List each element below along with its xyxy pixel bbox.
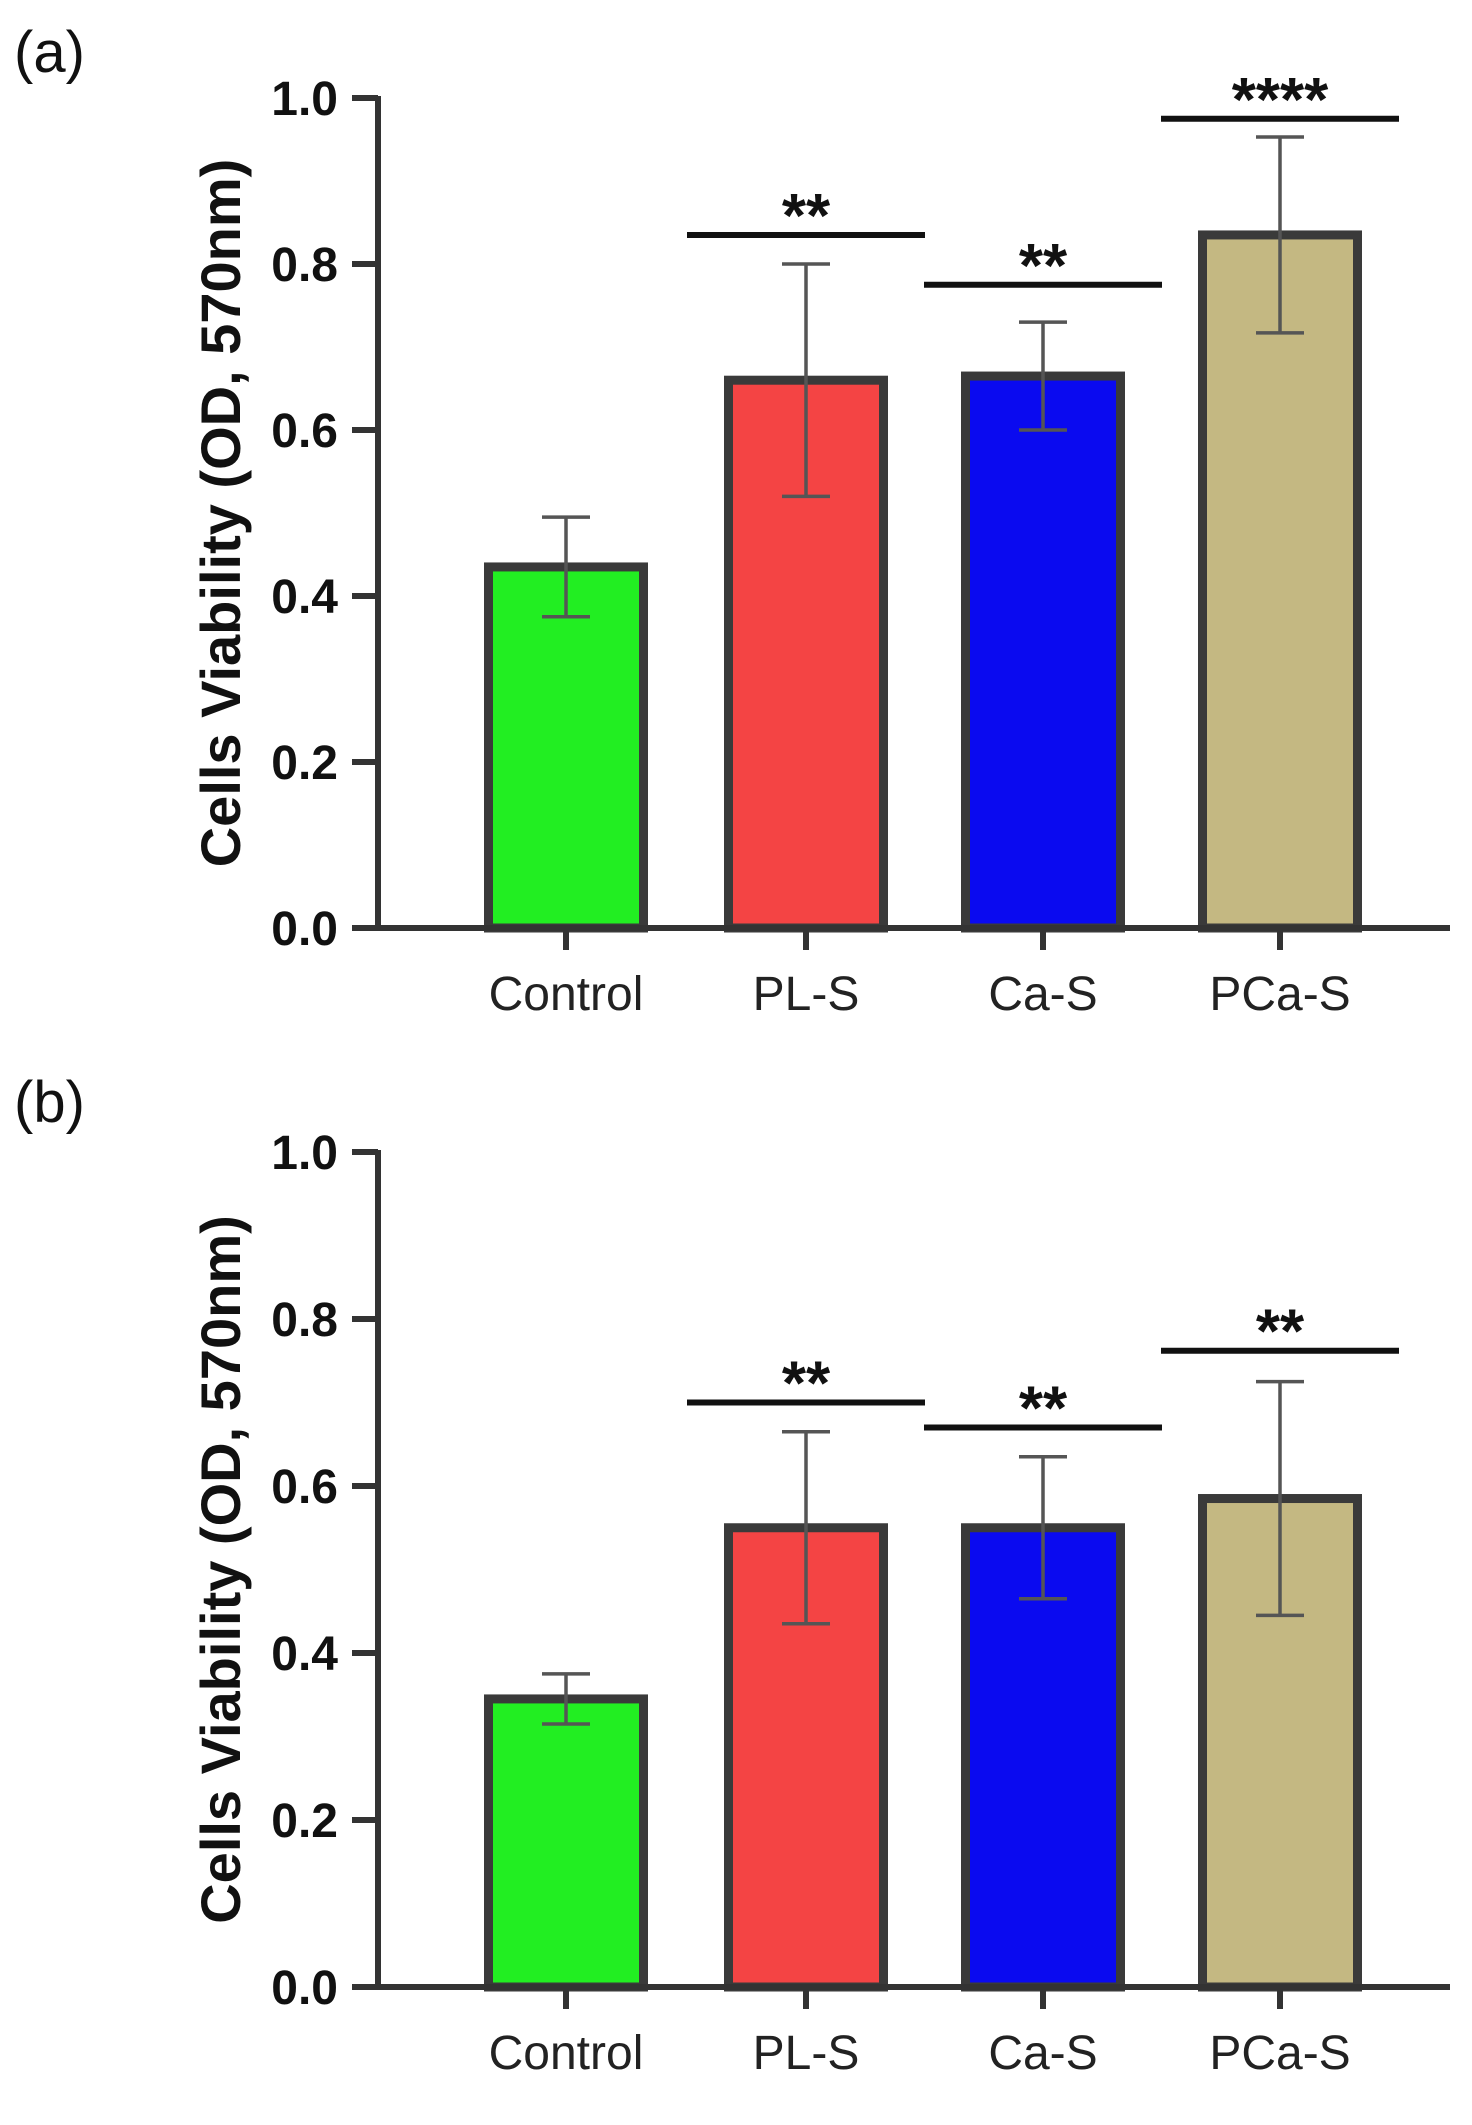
y-axis-label: Cells Viability (OD, 570nm) xyxy=(189,1215,252,1924)
y-tick-label: 1.0 xyxy=(271,73,338,126)
x-tick-label: Ca-S xyxy=(988,968,1097,1021)
x-tick-label: PCa-S xyxy=(1209,968,1350,1021)
y-tick-label: 0.2 xyxy=(271,737,338,790)
y-tick-label: 0.6 xyxy=(271,405,338,458)
x-tick-label: Ca-S xyxy=(988,2027,1097,2080)
panel-label: (a) xyxy=(14,20,85,85)
significance-marker: ** xyxy=(1256,1298,1305,1367)
chart-panel-a: (a) Cells Viability (OD, 570nm) 0.0 0.2 0.4 0… xyxy=(14,20,1450,1021)
significance-marker: **** xyxy=(1232,66,1329,135)
y-tick-label: 0.0 xyxy=(271,903,338,956)
x-tick-label: PL-S xyxy=(753,968,860,1021)
x-tick-label: PCa-S xyxy=(1209,2027,1350,2080)
plot-area: (a) Cells Viability (OD, 570nm) 0.0 0.2 0.4 0… xyxy=(14,20,1450,1021)
y-tick-label: 0.4 xyxy=(271,571,338,624)
significance-marker: ** xyxy=(782,1350,831,1419)
x-tick-label: PL-S xyxy=(753,2027,860,2080)
y-tick-label: 0.4 xyxy=(271,1628,338,1681)
bar-control xyxy=(484,562,648,933)
chart-panel-b: (b) Cells Viability (OD, 570nm) 0.0 0.2 0.4 0… xyxy=(14,1070,1450,2080)
plot-area: (b) Cells Viability (OD, 570nm) 0.0 0.2 0.4 0… xyxy=(14,1070,1450,2080)
significance-marker: ** xyxy=(782,182,831,251)
bar-ca-s xyxy=(961,371,1125,933)
y-tick-label: 1.0 xyxy=(271,1127,338,1180)
x-tick-label: Control xyxy=(489,2027,644,2080)
panel-label: (b) xyxy=(14,1070,85,1135)
y-tick-label: 0.0 xyxy=(271,1962,338,2015)
y-tick-label: 0.6 xyxy=(271,1461,338,1514)
y-tick-label: 0.8 xyxy=(271,1294,338,1347)
bar-pca-s xyxy=(1198,230,1362,933)
y-axis-label: Cells Viability (OD, 570nm) xyxy=(189,159,252,868)
bar-control xyxy=(484,1694,648,1992)
y-tick-label: 0.2 xyxy=(271,1795,338,1848)
y-tick-label: 0.8 xyxy=(271,239,338,292)
significance-marker: ** xyxy=(1019,1375,1068,1444)
significance-marker: ** xyxy=(1019,232,1068,301)
x-tick-label: Control xyxy=(489,968,644,1021)
